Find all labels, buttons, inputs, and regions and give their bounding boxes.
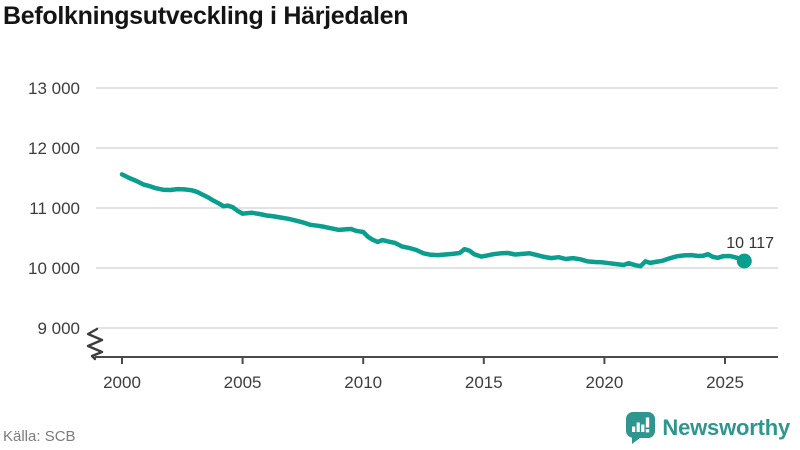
x-tick-label: 2025 bbox=[706, 373, 744, 392]
newsworthy-bubble-chart-icon bbox=[626, 412, 656, 444]
x-tick-label: 2015 bbox=[465, 373, 503, 392]
x-tick-label: 2020 bbox=[585, 373, 623, 392]
source-caption: Källa: SCB bbox=[3, 428, 76, 445]
newsworthy-logo[interactable]: Newsworthy bbox=[626, 412, 790, 444]
gridlines bbox=[96, 87, 778, 329]
end-point-label: 10 117 bbox=[726, 235, 774, 252]
axis-break-icon bbox=[86, 327, 104, 361]
end-point-marker bbox=[736, 253, 752, 269]
x-tick-label: 2010 bbox=[344, 373, 382, 392]
newsworthy-wordmark: Newsworthy bbox=[662, 415, 790, 440]
y-tick-label: 9 000 bbox=[37, 319, 80, 338]
y-tick-label: 13 000 bbox=[28, 79, 80, 98]
x-tick-label: 2005 bbox=[224, 373, 262, 392]
y-tick-label: 12 000 bbox=[28, 139, 80, 158]
chart-title: Befolkningsutveckling i Härjedalen bbox=[3, 2, 409, 30]
y-tick-label: 11 000 bbox=[29, 199, 80, 218]
y-axis-labels: 9 000 10 000 11 000 12 000 13 000 bbox=[28, 79, 80, 338]
y-tick-label: 10 000 bbox=[28, 259, 80, 278]
x-tick-label: 2000 bbox=[103, 373, 141, 392]
population-line bbox=[119, 172, 747, 269]
x-axis: 2000 2005 2010 2015 2020 2025 bbox=[95, 356, 778, 392]
